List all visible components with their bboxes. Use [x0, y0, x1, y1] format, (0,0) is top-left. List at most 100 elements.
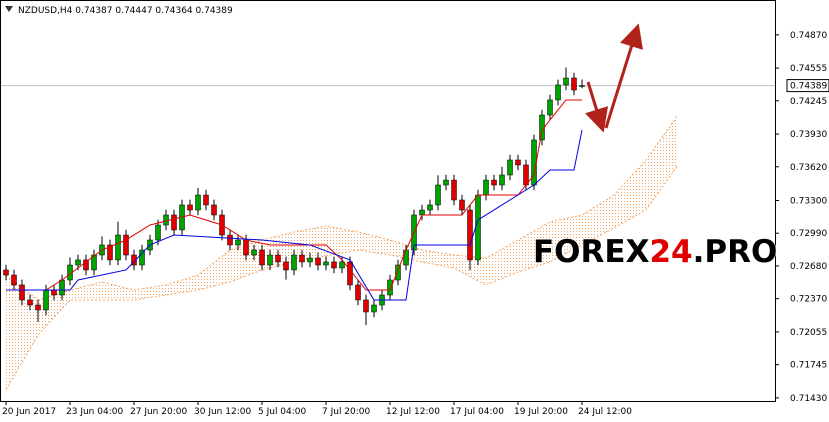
candle-body: [427, 204, 433, 211]
candle-body: [171, 214, 177, 231]
x-tick-label: 17 Jul 04:00: [450, 407, 504, 417]
candle-body: [11, 274, 17, 286]
candle-body: [3, 269, 9, 276]
candle-body: [91, 254, 97, 271]
candle-body: [131, 254, 137, 266]
candle-body: [563, 77, 569, 86]
x-tick-label: 20 Jun 2017: [2, 407, 56, 417]
x-tick-label: 12 Jul 12:00: [386, 407, 440, 417]
last-price-box: [786, 79, 829, 93]
x-tick-label: 24 Jul 12:00: [578, 407, 632, 417]
candle-body: [267, 254, 273, 266]
y-tick-label: 0.72055: [790, 328, 827, 338]
candle-body: [395, 264, 401, 281]
candle-body: [139, 249, 145, 266]
candle-body: [515, 159, 521, 166]
candle-body: [355, 284, 361, 301]
candle-body: [59, 279, 65, 296]
y-tick-label: 0.73620: [790, 163, 827, 173]
candle-body: [123, 234, 129, 256]
cloud-area: [6, 115, 678, 390]
indicator-line: [6, 129, 583, 301]
candle-body: [443, 179, 449, 186]
candle-body: [555, 84, 561, 101]
cloud-lower: [5, 164, 679, 391]
x-tick-label: 19 Jul 20:00: [514, 407, 568, 417]
y-tick-label: 0.72990: [790, 229, 827, 239]
y-tick-label: 0.73930: [790, 130, 827, 140]
candle-body: [475, 194, 481, 261]
y-tick-label: 0.74555: [790, 64, 827, 74]
candle-body: [435, 184, 441, 206]
candle-body: [187, 204, 193, 211]
candle-body: [363, 299, 369, 313]
candle-body: [571, 77, 577, 91]
forecast-arrow: [604, 23, 643, 129]
y-tick-label: 0.71430: [790, 394, 827, 404]
candle-body: [419, 209, 425, 216]
y-tick-label: 0.74245: [790, 97, 827, 107]
candle-body: [211, 204, 217, 216]
candle-body: [27, 299, 33, 306]
candle-body: [163, 214, 169, 226]
candle-body: [307, 257, 313, 263]
watermark-part: .PRO: [693, 234, 778, 270]
candle-body: [227, 234, 233, 246]
watermark-part: 24: [649, 234, 692, 270]
candle-body: [203, 194, 209, 206]
candle-body: [315, 257, 321, 266]
candle-body: [579, 85, 585, 87]
y-tick-label: 0.72680: [790, 262, 827, 272]
x-tick-label: 23 Jun 04:00: [66, 407, 123, 417]
candle-body: [483, 179, 489, 196]
candle-body: [155, 224, 161, 241]
candle-body: [467, 209, 473, 261]
candle-body: [387, 279, 393, 296]
y-tick-label: 0.73300: [790, 197, 827, 207]
candle-body: [459, 199, 465, 211]
candle-body: [291, 254, 297, 271]
y-tick-label: 0.71745: [790, 361, 827, 371]
candle-body: [259, 249, 265, 266]
menu-icon: [5, 6, 13, 12]
candle-body: [323, 261, 329, 266]
forecast-arrow: [585, 81, 609, 133]
candle-body: [523, 164, 529, 186]
candle-body: [339, 261, 345, 269]
candle-body: [275, 254, 281, 263]
x-tick-label: 30 Jun 12:00: [194, 407, 251, 417]
candle-body: [547, 99, 553, 116]
candle-body: [243, 239, 249, 256]
candle-body: [299, 254, 305, 263]
watermark-part: FOREX: [533, 234, 650, 270]
cloud-upper: [5, 114, 679, 301]
candle-body: [107, 244, 113, 261]
candle-body: [283, 261, 289, 271]
plot-frame: [0, 0, 776, 402]
x-tick-label: 7 Jul 20:00: [322, 407, 371, 417]
candle-body: [51, 289, 57, 296]
chart-title: NZDUSD,H4 0.74387 0.74447 0.74364 0.7438…: [18, 6, 233, 16]
x-tick-label: 27 Jun 20:00: [130, 407, 187, 417]
candle-body: [115, 234, 121, 261]
candle-body: [347, 261, 353, 286]
y-tick-label: 0.72370: [790, 295, 827, 305]
watermark: FOREX24.PRO: [533, 234, 777, 270]
candle-body: [251, 249, 257, 256]
x-tick-label: 5 Jul 04:00: [258, 407, 307, 417]
candle-body: [499, 174, 505, 186]
candle-body: [491, 179, 497, 186]
candle-body: [451, 179, 457, 201]
candle-body: [19, 284, 25, 301]
plot-area: [1, 67, 775, 391]
candle-body: [43, 289, 49, 311]
candle-body: [403, 249, 409, 266]
indicator-line: [6, 99, 582, 291]
candle-body: [75, 259, 81, 266]
candle-body: [195, 194, 201, 211]
last-price-label: 0.74389: [790, 82, 827, 92]
candle-body: [331, 261, 337, 269]
candle-body: [83, 259, 89, 271]
